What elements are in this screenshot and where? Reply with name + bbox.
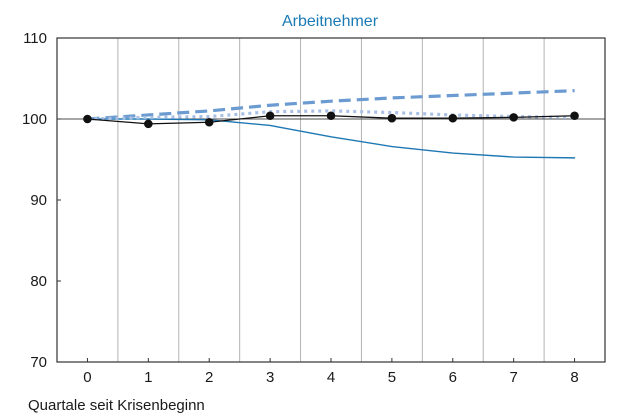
x-tick-label: 8 xyxy=(570,369,578,386)
y-tick-label: 100 xyxy=(22,111,47,128)
x-tick-label: 6 xyxy=(449,369,457,386)
y-tick-label: 80 xyxy=(30,273,47,290)
x-axis-label: Quartale seit Krisenbeginn xyxy=(28,397,205,414)
y-tick-label: 90 xyxy=(30,192,47,209)
x-tick-label: 4 xyxy=(327,369,335,386)
data-point xyxy=(388,114,397,123)
x-tick-label: 3 xyxy=(266,369,274,386)
data-point xyxy=(327,111,336,120)
data-point xyxy=(509,113,518,122)
data-point xyxy=(144,120,153,129)
series-line xyxy=(87,119,574,158)
data-point xyxy=(266,111,275,120)
data-point xyxy=(205,118,214,127)
x-tick-label: 1 xyxy=(144,369,152,386)
data-point xyxy=(448,114,457,123)
grid-layer xyxy=(118,38,544,362)
y-tick-label: 70 xyxy=(30,354,47,371)
x-tick-label: 5 xyxy=(388,369,396,386)
y-tick-label: 110 xyxy=(23,30,47,47)
x-tick-label: 2 xyxy=(205,369,213,386)
data-point xyxy=(570,111,579,120)
plot-frame xyxy=(57,38,605,362)
x-tick-label: 7 xyxy=(509,369,517,386)
series-layer xyxy=(83,91,579,158)
x-tick-label: 0 xyxy=(83,369,91,386)
data-point xyxy=(83,115,92,124)
chart-title: Arbeitnehmer xyxy=(282,13,379,30)
